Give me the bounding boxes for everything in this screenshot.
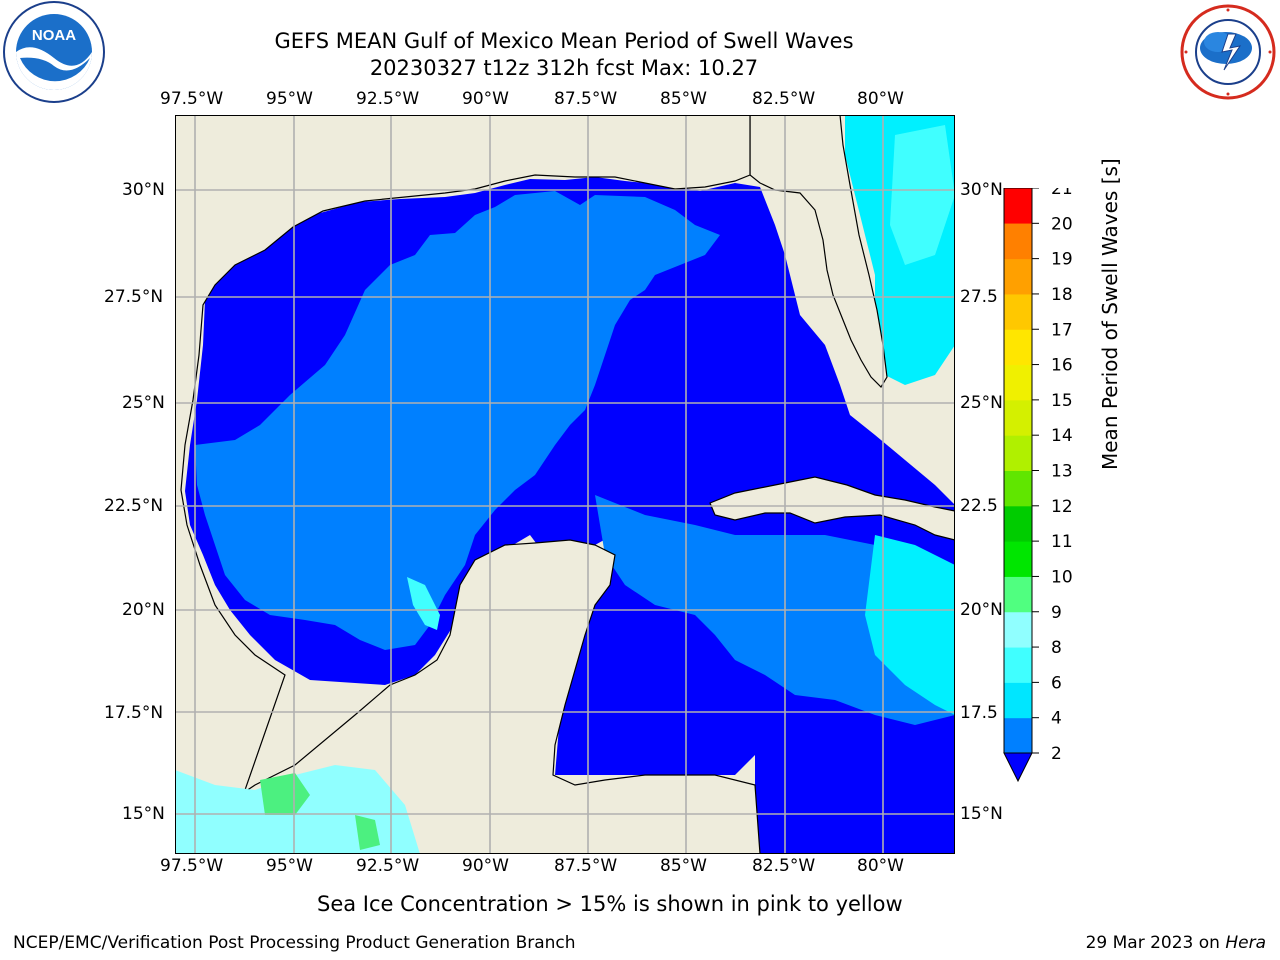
lat-label-right: 22.5 — [960, 496, 998, 516]
colorbar-tick-label: 4 — [1051, 709, 1062, 729]
colorbar-tick-label: 16 — [1051, 356, 1073, 376]
colorbar-tick-label: 9 — [1051, 603, 1062, 623]
colorbar-tick-label: 19 — [1051, 250, 1073, 270]
footer-date-text: 29 Mar 2023 on — [1085, 933, 1226, 953]
chart-title: GEFS MEAN Gulf of Mexico Mean Period of … — [274, 29, 854, 53]
colorbar-segment — [1004, 717, 1032, 754]
lat-label-right: 17.5 — [960, 703, 998, 723]
cuba-land — [709, 476, 955, 541]
colorbar-segment — [1004, 364, 1032, 401]
lon-label-bottom: 90°W — [462, 856, 509, 876]
lon-label-top: 95°W — [266, 89, 313, 109]
nws-logo — [1178, 4, 1278, 100]
lat-label-right: 20°N — [960, 600, 1003, 620]
graticule — [175, 115, 955, 854]
lon-label-top: 82.5°W — [752, 89, 816, 109]
lat-label-left: 20°N — [122, 600, 165, 620]
colorbar-segment — [1004, 329, 1032, 366]
colorbar-tick-label: 21 — [1051, 188, 1073, 199]
colorbar-segment — [1004, 682, 1032, 719]
lat-label-left: 15°N — [122, 804, 165, 824]
lon-label-top: 90°W — [462, 89, 509, 109]
footer-credit: NCEP/EMC/Verification Post Processing Pr… — [13, 933, 576, 953]
colorbar-extend-triangle — [1003, 752, 1033, 783]
lat-label-left: 30°N — [122, 180, 165, 200]
colorbar-tick-label: 8 — [1051, 638, 1062, 658]
campeche-cyan-patch — [407, 577, 440, 630]
noaa-logo: NOAA — [2, 0, 106, 104]
colorbar-label: Mean Period of Swell Waves [s] — [1098, 158, 1122, 470]
colorbar-tick-label: 6 — [1051, 673, 1062, 693]
pacific-green-patch — [355, 815, 380, 850]
colorbar-tick-label: 14 — [1051, 426, 1073, 446]
colorbar-segment — [1004, 611, 1032, 648]
colorbar: 2 4 6 8 9 10 11 12 13 14 15 16 17 18 19 20 21 — [1003, 179, 1123, 792]
colorbar-tick-label: 10 — [1051, 567, 1073, 587]
colorbar-segment — [1004, 399, 1032, 436]
lon-label-bottom: 92.5°W — [356, 856, 420, 876]
lon-label-bottom: 82.5°W — [752, 856, 816, 876]
colorbar-segment — [1004, 647, 1032, 683]
lon-label-bottom: 95°W — [266, 856, 313, 876]
lon-label-top: 80°W — [857, 89, 904, 109]
colorbar-segment — [1004, 293, 1032, 330]
sea-ice-note: Sea Ice Concentration > 15% is shown in … — [317, 892, 903, 916]
colorbar-segment — [1004, 470, 1032, 507]
lon-label-top: 85°W — [660, 89, 707, 109]
lat-label-left: 25°N — [122, 393, 165, 413]
lat-label-left: 17.5°N — [104, 703, 164, 723]
lon-label-bottom: 80°W — [857, 856, 904, 876]
colorbar-tick-label: 13 — [1051, 462, 1073, 482]
noaa-logo-text: NOAA — [32, 27, 76, 44]
colorbar-segment — [1004, 435, 1032, 471]
lat-label-left: 22.5°N — [104, 496, 164, 516]
colorbar-segment — [1004, 258, 1032, 295]
lon-label-top: 97.5°W — [160, 89, 224, 109]
colorbar-tick-label: 17 — [1051, 320, 1073, 340]
lat-label-right: 30°N — [960, 180, 1003, 200]
pacific-green-patch — [260, 773, 310, 815]
lon-label-bottom: 97.5°W — [160, 856, 224, 876]
caribbean-cyan-region — [865, 535, 955, 715]
lon-label-bottom: 87.5°W — [554, 856, 618, 876]
pale-cyan-patch — [890, 125, 955, 265]
footer-host: Hera — [1225, 933, 1266, 953]
map-panel — [175, 115, 955, 854]
colorbar-segment — [1004, 505, 1032, 542]
lon-label-top: 87.5°W — [554, 89, 618, 109]
colorbar-tick-label: 11 — [1051, 532, 1073, 552]
mexico-land — [175, 115, 751, 816]
footer-date: 29 Mar 2023 on Hera — [1086, 933, 1266, 953]
colorbar-tick-label: 2 — [1051, 744, 1062, 764]
colorbar-tick-label: 20 — [1051, 214, 1073, 234]
lat-label-right: 15°N — [960, 804, 1003, 824]
colorbar-segment — [1004, 576, 1032, 613]
colorbar-segment — [1004, 223, 1032, 260]
colorbar-segment — [1004, 188, 1032, 224]
chart-subtitle: 20230327 t12z 312h fcst Max: 10.27 — [369, 56, 759, 80]
colorbar-tick-label: 12 — [1051, 497, 1073, 517]
lat-label-right: 27.5 — [960, 287, 998, 307]
lat-label-left: 27.5°N — [104, 287, 164, 307]
colorbar-segment — [1004, 541, 1032, 577]
colorbar-tick-label: 15 — [1051, 391, 1073, 411]
lat-label-right: 25°N — [960, 393, 1003, 413]
lon-label-top: 92.5°W — [356, 89, 420, 109]
colorbar-tick-label: 18 — [1051, 285, 1073, 305]
lon-label-bottom: 85°W — [660, 856, 707, 876]
